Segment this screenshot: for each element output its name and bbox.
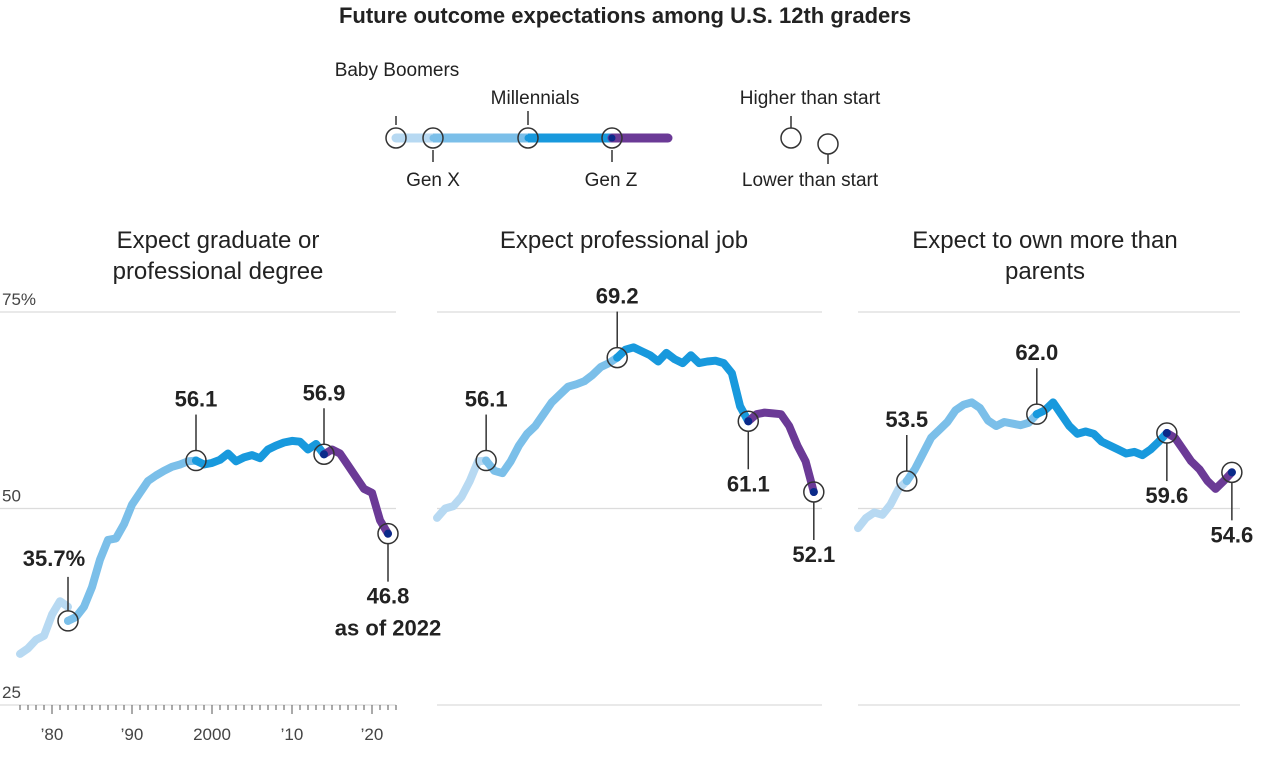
- data-point: [744, 417, 753, 426]
- x-tick-label: ’10: [281, 725, 304, 744]
- panel-title-line: parents: [1005, 258, 1085, 285]
- legend-marker-baby-boomers: [385, 127, 407, 149]
- data-label: 62.0: [1015, 340, 1058, 365]
- series-line-gen-x: [902, 398, 1041, 485]
- data-label: 56.1: [465, 387, 508, 412]
- series-line-gen-z: [744, 408, 818, 496]
- data-point-marker: [57, 610, 79, 632]
- legend-dot-baby-boomers: [392, 134, 400, 142]
- data-point-marker: [737, 410, 760, 433]
- series-line-baby-boomers: [433, 456, 491, 522]
- data-label: 61.1: [727, 471, 770, 496]
- x-tick-label: ’80: [41, 725, 64, 744]
- legend-marker-millennials: [517, 127, 539, 149]
- data-point-marker: [475, 449, 497, 472]
- data-point: [192, 456, 200, 465]
- x-tick-label: ’90: [121, 725, 144, 744]
- panel-title-line: Expect to own more than: [912, 227, 1177, 254]
- data-label-note: as of 2022: [335, 616, 441, 641]
- data-point: [64, 616, 72, 625]
- y-tick-label: 75%: [2, 290, 36, 309]
- panel-title-line: Expect graduate or: [117, 227, 320, 254]
- data-label: 56.1: [175, 387, 218, 412]
- series-line-gen-x: [64, 456, 200, 625]
- series-line-millennials: [613, 343, 753, 426]
- legend-marker-gen-z: [601, 127, 623, 149]
- legend-label-lower: Lower than start: [742, 170, 879, 191]
- data-point-marker: [1156, 422, 1178, 444]
- data-label: 56.9: [303, 380, 346, 405]
- data-label: 46.8: [367, 584, 410, 609]
- data-point: [613, 353, 622, 362]
- data-point: [482, 456, 491, 465]
- legend-label-gen-x: Gen X: [406, 170, 460, 191]
- panel-title-line: Expect professional job: [500, 227, 748, 254]
- series-line-baby-boomers: [16, 597, 72, 658]
- data-point-marker: [377, 522, 399, 545]
- legend-label-higher: Higher than start: [740, 88, 881, 109]
- data-label: 35.7%: [23, 546, 85, 571]
- data-point-marker: [313, 443, 335, 466]
- panel-1: Expect graduate or professional degree 75%…: [0, 227, 441, 744]
- panel-2: Expect professional job 56.1 69.2 61.1 52.1: [433, 227, 835, 706]
- legend-marker-higher: [780, 127, 802, 149]
- legend-label-millennials: Millennials: [491, 88, 580, 109]
- data-label: 54.6: [1210, 522, 1253, 547]
- data-point: [384, 529, 392, 538]
- data-label: 59.6: [1145, 483, 1188, 508]
- data-point-marker: [185, 449, 207, 472]
- data-point: [902, 476, 911, 485]
- data-point-marker: [803, 481, 825, 503]
- data-point: [320, 450, 328, 459]
- data-label: 53.5: [885, 407, 928, 432]
- legend-dot-gen-x: [429, 134, 437, 142]
- legend-dot-gen-z: [608, 134, 616, 142]
- x-tick-label: ’20: [361, 725, 384, 744]
- data-label: 69.2: [596, 284, 639, 309]
- series-line-baby-boomers: [854, 477, 911, 533]
- chart-title: Future outcome expectations among U.S. 1…: [339, 3, 911, 28]
- panel-3: Expect to own more than parents 53.5 62.0 59…: [854, 227, 1253, 706]
- data-point-marker: [1221, 461, 1243, 484]
- legend-label-gen-z: Gen Z: [585, 170, 638, 191]
- data-point: [1227, 468, 1236, 477]
- series-line-gen-z: [320, 445, 392, 538]
- data-point: [1162, 429, 1171, 438]
- data-point-marker: [1026, 403, 1048, 425]
- series-line-gen-z: [1162, 429, 1236, 493]
- data-point-marker: [606, 346, 628, 369]
- x-tick-label: 2000: [193, 725, 231, 744]
- legend-label-baby-boomers: Baby Boomers: [335, 60, 460, 81]
- data-point-marker: [896, 470, 918, 492]
- legend-marker-lower: [817, 133, 839, 155]
- legend: Baby Boomers Gen X Millennials Gen Z Hig…: [335, 60, 881, 191]
- y-tick-label: 50: [2, 487, 21, 506]
- data-point: [1032, 410, 1041, 419]
- legend-marker-gen-x: [422, 127, 444, 149]
- panel-title-line: professional degree: [113, 258, 324, 285]
- series-line-gen-x: [482, 353, 622, 478]
- data-point: [809, 487, 818, 496]
- legend-dot-millennials: [524, 134, 532, 142]
- series-line-millennials: [192, 436, 328, 469]
- data-label: 52.1: [792, 542, 835, 567]
- series-line-millennials: [1032, 398, 1171, 460]
- y-tick-label: 25: [2, 683, 21, 702]
